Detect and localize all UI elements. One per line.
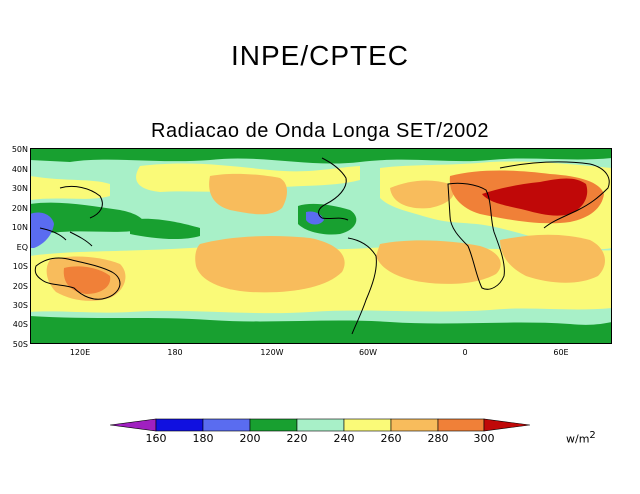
page-title: INPE/CPTEC <box>230 40 410 71</box>
lon-label-120w: 120W <box>260 348 284 357</box>
field-south-pacific-260-280 <box>195 236 345 293</box>
field-arabia-above-300 <box>482 178 588 216</box>
colorbar-180-200 <box>202 418 251 432</box>
south-america-outline <box>347 237 377 335</box>
colorbar-label-200: 200 <box>239 432 261 445</box>
lat-label-30s: 30S <box>12 301 28 310</box>
lat-label-40s: 40S <box>12 320 28 329</box>
map-subtitle: Radiacao de Onda Longa SET/2002 <box>151 120 489 142</box>
colorbar-unit-exponent: 2 <box>589 430 596 441</box>
indonesia-outline <box>39 227 93 247</box>
field-north-240-260-west <box>30 176 110 200</box>
field-indonesia-180-200 <box>30 212 54 248</box>
lat-label-30n: 30N <box>11 184 28 193</box>
eurasia-outline <box>499 161 610 229</box>
colorbar-label-180: 180 <box>192 432 214 445</box>
lat-label-10s: 10S <box>12 262 28 271</box>
field-atlantic-260-280 <box>390 180 454 209</box>
colorbar-below-160 <box>110 418 157 432</box>
field-central-america-200-220 <box>298 203 357 235</box>
australia-outline <box>34 257 121 300</box>
colorbar-label-300: 300 <box>473 432 495 445</box>
lon-label-60w: 60W <box>358 348 378 357</box>
colorbar-160-180 <box>155 418 204 432</box>
colorbar-220-240 <box>296 418 345 432</box>
east-asia-outline <box>59 185 103 219</box>
colorbar-label-280: 280 <box>427 432 449 445</box>
field-south-200-220 <box>30 316 612 344</box>
colorbar-label-240: 240 <box>333 432 355 445</box>
lon-label-180: 180 <box>167 348 183 357</box>
north-america-outline <box>318 157 349 221</box>
africa-outline <box>447 182 505 290</box>
colorbar-label-160: 160 <box>145 432 167 445</box>
lon-label-120e: 120E <box>69 348 91 357</box>
olr-map <box>30 148 612 344</box>
colorbar-240-260 <box>343 418 392 432</box>
colorbar-unit: w/m2 <box>566 430 596 446</box>
lat-label-50s: 50S <box>12 340 28 349</box>
colorbar-200-220 <box>249 418 298 432</box>
olr-map-canvas <box>30 148 612 344</box>
colorbar-above-300 <box>483 418 530 432</box>
field-north-200-220 <box>30 148 612 164</box>
colorbar-label-220: 220 <box>286 432 308 445</box>
field-australia-280-300 <box>63 266 111 294</box>
colorbar-280-300 <box>437 418 485 432</box>
colorbar <box>110 418 530 432</box>
colorbar-260-280 <box>390 418 439 432</box>
colorbar-unit-text: w/m <box>566 432 590 446</box>
lat-label-10n: 10N <box>11 223 28 232</box>
lat-label-eq: EQ <box>16 243 28 252</box>
map-frame <box>30 148 612 344</box>
lat-label-50n: 50N <box>11 145 28 154</box>
colorbar-label-260: 260 <box>380 432 402 445</box>
lon-label-60e: 60E <box>553 348 569 357</box>
lat-label-20n: 20N <box>11 204 28 213</box>
lat-label-20s: 20S <box>12 282 28 291</box>
lat-label-40n: 40N <box>11 165 28 174</box>
lon-label-0: 0 <box>462 348 468 357</box>
field-maritime-continent-200-220 <box>30 202 144 233</box>
field-north-pacific-260-280 <box>209 173 287 215</box>
field-south-indian-260-280 <box>500 234 605 283</box>
field-west-pacific-200-220 <box>130 218 200 240</box>
